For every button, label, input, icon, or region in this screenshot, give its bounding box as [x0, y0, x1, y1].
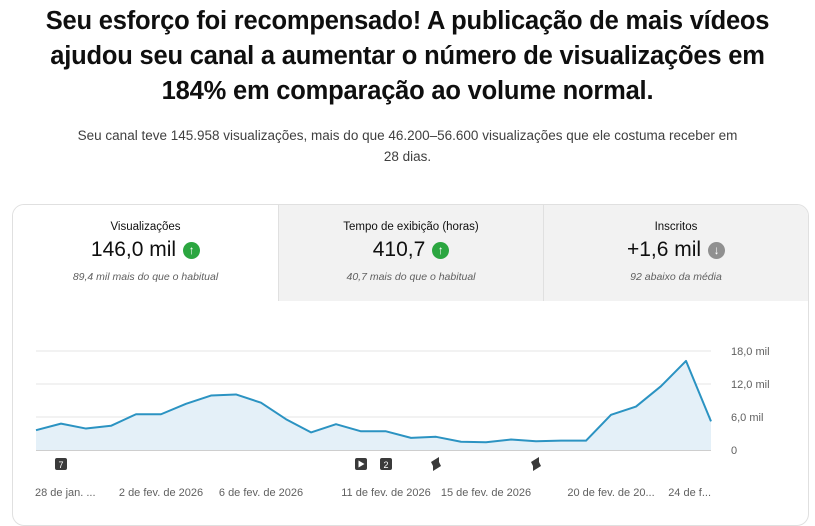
y-tick-label: 12,0 mil [731, 379, 770, 391]
insight-headline: Seu esforço foi recompensado! A publicaç… [0, 4, 815, 109]
upload-count-label: 2 [383, 460, 388, 470]
tab-views[interactable]: Visualizações 146,0 mil ↑ 89,4 mil mais … [13, 205, 278, 301]
subtext-line-2: 28 dias. [383, 149, 432, 164]
views-line [35, 359, 712, 444]
tab-watch-time[interactable]: Tempo de exibição (horas) 410,7 ↑ 40,7 m… [278, 205, 543, 301]
arrow-down-icon: ↓ [708, 241, 726, 259]
x-tick-label: 28 de jan. ... [35, 487, 96, 499]
x-tick-label: 24 de f... [668, 487, 711, 499]
shorts-icon [431, 457, 441, 471]
tab-subscribers-label: Inscritos [654, 221, 698, 233]
y-tick-label: 0 [731, 445, 737, 457]
tab-views-label: Visualizações [110, 221, 181, 233]
shorts-icon [531, 457, 541, 471]
headline-line-3: 184% em comparação ao volume normal. [161, 77, 654, 105]
tab-views-value: 146,0 mil [90, 238, 177, 261]
tab-watch-time-label: Tempo de exibição (horas) [343, 221, 479, 233]
y-tick-label: 18,0 mil [731, 346, 770, 358]
upload-count-marker [55, 458, 67, 470]
arrow-up-icon: ↑ [183, 241, 201, 259]
tab-subscribers[interactable]: Inscritos +1,6 mil ↓ 92 abaixo da média [543, 205, 808, 301]
views-area [36, 360, 711, 450]
play-icon [358, 460, 365, 468]
tab-watch-time-value: 410,7 [372, 238, 426, 261]
tab-subscribers-note: 92 abaixo da média [630, 271, 722, 283]
upload-count-marker [380, 458, 392, 470]
x-tick-label: 11 de fev. de 2026 [341, 487, 431, 499]
tab-views-note: 89,4 mil mais do que o habitual [72, 271, 219, 283]
upload-count-label: 7 [58, 460, 63, 470]
views-chart: 18,0 mil 12,0 mil 6,0 mil 0 7 2 28 de jan. ...… [35, 346, 770, 499]
x-tick-label: 2 de fev. de 2026 [119, 487, 203, 499]
insight-subtext: Seu canal teve 145.958 visualizações, ma… [0, 125, 815, 167]
subtext-line-1: Seu canal teve 145.958 visualizações, ma… [77, 128, 738, 143]
metric-tabs: Visualizações 146,0 mil ↑ 89,4 mil mais … [13, 205, 808, 301]
x-tick-label: 6 de fev. de 2026 [219, 487, 303, 499]
arrow-up-icon: ↑ [432, 241, 450, 259]
y-tick-label: 6,0 mil [731, 412, 763, 424]
x-tick-label: 15 de fev. de 2026 [441, 487, 531, 499]
tab-watch-time-note: 40,7 mais do que o habitual [346, 271, 476, 283]
tab-subscribers-value: +1,6 mil [626, 238, 702, 261]
headline-line-1: Seu esforço foi recompensado! A publicaç… [45, 7, 770, 35]
x-tick-label: 20 de fev. de 20... [567, 487, 654, 499]
headline-line-2: ajudou seu canal a aumentar o número de … [50, 42, 765, 70]
metrics-card: Visualizações 146,0 mil ↑ 89,4 mil mais … [12, 204, 809, 526]
